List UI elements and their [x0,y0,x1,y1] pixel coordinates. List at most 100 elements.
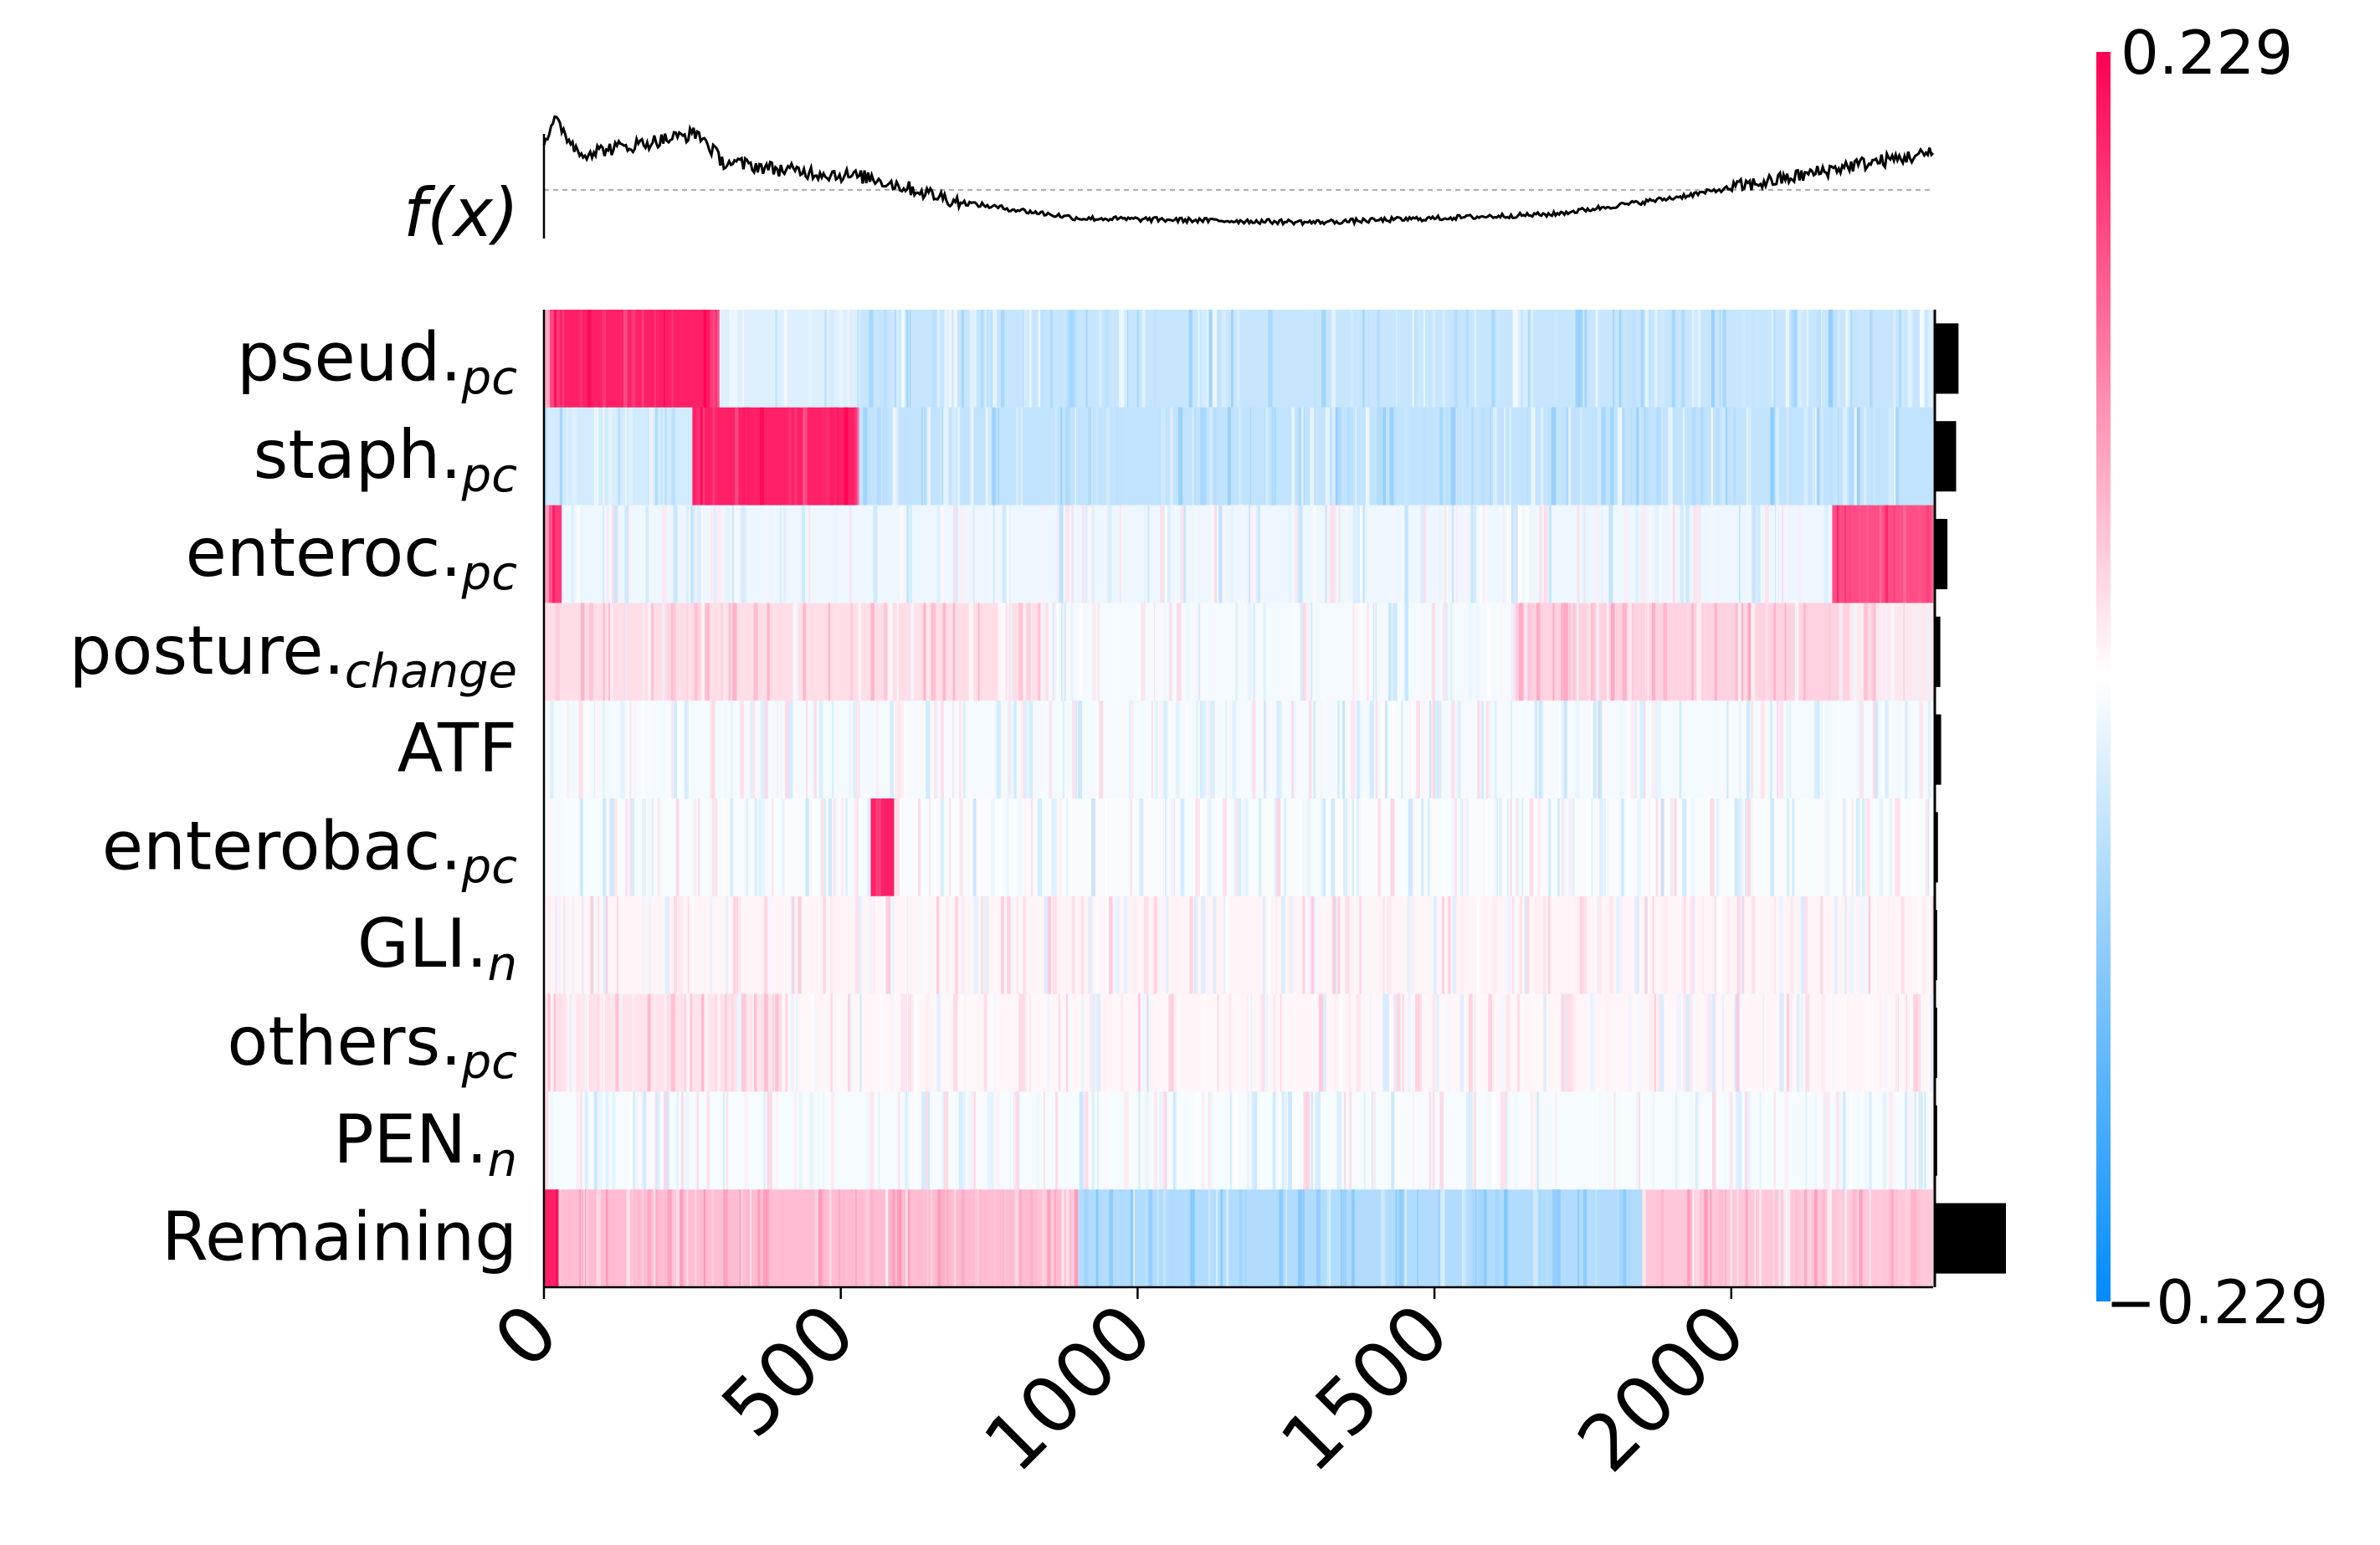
heatmap-stripe [705,407,709,506]
feature-label-subscript: pc [461,449,518,503]
heatmap-stripe [993,310,998,408]
heatmap-stripe [1252,1091,1258,1190]
heatmap-stripe [1136,603,1141,701]
heatmap-stripe [1364,310,1368,408]
heatmap-stripe [1773,310,1776,408]
x-tick-label: 1000 [967,1287,1169,1489]
heatmap-stripe [1447,993,1451,1092]
heatmap-stripe [1387,603,1393,701]
heatmap-stripe [1580,407,1582,506]
heatmap-stripe [1476,603,1480,701]
heatmap-stripe [1308,701,1312,799]
heatmap-stripe [762,1189,767,1288]
heatmap-stripe [547,407,550,506]
heatmap-stripe [1690,505,1692,603]
heatmap-stripe [1709,993,1712,1092]
heatmap-stripe [812,701,815,799]
heatmap-stripe [1141,993,1146,1092]
heatmap-stripe [1587,1189,1592,1288]
heatmap-stripe [1061,1189,1064,1288]
heatmap-stripe [1514,310,1519,408]
heatmap-stripe [1854,407,1858,506]
heatmap-stripe [1664,798,1666,897]
heatmap-stripe [620,701,625,799]
heatmap-stripe [1744,1091,1750,1190]
heatmap-stripe [579,1091,582,1190]
heatmap-stripe [834,407,838,506]
heatmap-stripe [1323,993,1326,1092]
heatmap-stripe [1402,993,1404,1092]
importance-bar [1935,323,1959,394]
heatmap-stripe [1465,1091,1470,1190]
heatmap-stripe [1165,896,1169,995]
heatmap-stripe [1664,896,1666,995]
heatmap-stripe [724,993,728,1092]
heatmap-stripe [753,603,758,701]
heatmap-row [544,603,1933,701]
heatmap-stripe [710,896,712,995]
heatmap-stripe [1413,310,1418,408]
heatmap-stripe [1834,310,1838,408]
heatmap-stripe [1759,1189,1762,1288]
heatmap-stripe [1220,1189,1223,1288]
heatmap-stripe [1747,1091,1750,1190]
heatmap-stripe [821,407,825,506]
heatmap-stripe [1557,1189,1561,1288]
heatmap-stripe [843,1189,845,1288]
heatmap-stripe [1197,310,1200,408]
heatmap-stripe [1403,407,1409,506]
heatmap-stripe [961,896,963,995]
heatmap-stripe [918,896,922,995]
heatmap-stripe [1023,701,1028,799]
heatmap-stripe [1652,896,1654,995]
heatmap-stripe [1894,993,1899,1092]
heatmap-stripe [841,798,846,897]
heatmap-stripe [1096,993,1101,1092]
heatmap-stripe [1007,603,1009,701]
heatmap-stripe [1704,993,1707,1092]
heatmap-stripe [1836,1189,1842,1288]
heatmap-stripe [1160,407,1166,506]
heatmap-stripe [993,505,995,603]
heatmap-stripe [873,505,878,603]
heatmap-stripe [1223,896,1226,995]
heatmap-stripe [1874,896,1879,995]
heatmap-stripe [1107,505,1112,603]
heatmap-stripe [1085,505,1088,603]
heatmap-stripe [1056,505,1059,603]
heatmap-stripe [1711,310,1715,408]
heatmap-stripe [1505,896,1509,995]
heatmap-stripe [691,896,694,995]
heatmap-stripe [672,603,676,701]
heatmap-stripe [1853,1189,1857,1288]
heatmap-stripe [1270,896,1273,995]
heatmap-stripe [823,896,826,995]
heatmap-stripe [603,798,605,897]
heatmap-stripe [1711,1091,1716,1190]
heatmap-stripe [1868,896,1871,995]
heatmap-stripe [1690,1091,1695,1190]
heatmap-stripe [1737,603,1741,701]
heatmap-stripe [738,896,741,995]
heatmap-stripe [790,896,793,995]
heatmap-stripe [1011,896,1015,995]
heatmap-stripe [1476,993,1479,1092]
heatmap-stripe [1252,701,1256,799]
heatmap-stripe [1661,407,1664,506]
heatmap-stripe [1433,1091,1435,1190]
heatmap-stripe [1130,798,1132,897]
heatmap-stripe [896,603,899,701]
heatmap-stripe [687,603,690,701]
heatmap-stripe [580,798,583,897]
heatmap-stripe [1300,603,1304,701]
heatmap-row-texture [548,993,1936,1092]
heatmap-stripe [1682,407,1685,506]
heatmap-stripe [629,701,632,799]
heatmap-stripe [1465,1189,1469,1288]
heatmap-stripe [632,993,634,1092]
heatmap-stripe [1007,896,1011,995]
heatmap-stripe [1754,1189,1757,1288]
heatmap-stripe [1659,407,1662,506]
heatmap-stripe [1704,1189,1708,1288]
heatmap-stripe [833,798,836,897]
